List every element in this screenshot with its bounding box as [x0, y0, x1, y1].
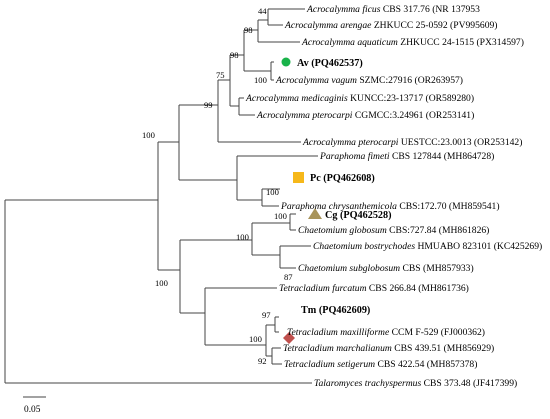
bootstrap-value: 100	[236, 232, 249, 242]
bootstrap-value: 100	[254, 75, 267, 85]
bootstrap-value: 97	[262, 310, 271, 320]
taxon-label-pc: Pc (PQ462608)	[310, 173, 375, 184]
taxon-label-furcatum: Tetracladium furcatum CBS 266.84 (MH8617…	[279, 283, 469, 294]
bootstrap-value: 100	[249, 334, 262, 344]
bootstrap-values: 44 98 98 100 75 99 100 100 100 87 100 10…	[142, 6, 293, 366]
taxon-label-aquaticum: Acrocalymma aquaticum ZHKUCC 24-1515 (PX…	[301, 37, 524, 48]
taxon-label-marchalianum: Tetracladium marchalianum CBS 439.51 (MH…	[283, 343, 494, 354]
bootstrap-value: 92	[258, 356, 267, 366]
bootstrap-value: 99	[204, 100, 213, 110]
bootstrap-value: 98	[244, 25, 253, 35]
taxon-label-ficus: Acrocalymma ficus CBS 317.76 (NR 137953	[306, 4, 480, 15]
taxon-label-subglobosum: Chaetomium subglobosum CBS (MH857933)	[298, 263, 474, 274]
taxon-label-arengae: Acrocalymma arengae ZHKUCC 25-0592 (PV99…	[284, 20, 497, 31]
taxon-label-cg: Cg (PQ462528)	[325, 210, 392, 221]
taxon-label-talaromyces: Talaromyces trachyspermus CBS 373.48 (JF…	[314, 378, 517, 389]
scale-bar-label: 0.05	[24, 405, 41, 415]
bootstrap-value: 100	[155, 278, 168, 288]
tree-branches	[4, 8, 318, 384]
scale-bar: 0.05	[23, 396, 46, 415]
bootstrap-value: 100	[142, 130, 155, 140]
taxon-label-vagum: Acrocalymma vagum SZMC:27916 (OR263957)	[275, 75, 463, 86]
bootstrap-value: 100	[266, 187, 279, 197]
cg-triangle-marker	[308, 208, 322, 219]
av-circle-marker	[281, 57, 291, 67]
taxon-label-chrysanthemicola: Paraphoma chrysanthemicola CBS:172.70 (M…	[280, 201, 500, 212]
taxon-label-globosum: Chaetomium globosum CBS:727.84 (MH861826…	[298, 225, 489, 236]
taxon-label-setigerum: Tetracladium setigerum CBS 422.54 (MH857…	[284, 359, 477, 370]
taxon-label-tm: Tm (PQ462609)	[301, 305, 370, 316]
bootstrap-value: 98	[230, 50, 239, 60]
tm-diamond-marker	[283, 332, 295, 344]
bootstrap-value: 87	[284, 272, 293, 282]
taxon-labels: Acrocalymma ficus CBS 317.76 (NR 137953 …	[245, 4, 542, 389]
bootstrap-value: 75	[216, 70, 225, 80]
bootstrap-value: 100	[274, 211, 287, 221]
sample-markers	[281, 57, 322, 344]
taxon-label-fimeti: Paraphoma fimeti CBS 127844 (MH864728)	[319, 151, 494, 162]
taxon-label-av: Av (PQ462537)	[297, 58, 363, 69]
taxon-label-bostrychodes: Chaetomium bostrychodes HMUABO 823101 (K…	[313, 241, 542, 252]
taxon-label-pterocarpi-1: Acrocalymma pterocarpi CGMCC:3.24961 (OR…	[256, 110, 474, 121]
taxon-label-maxilliforme: Tetracladium maxilliforme CCM F-529 (FJ0…	[287, 327, 485, 338]
pc-square-marker	[293, 172, 304, 183]
bootstrap-value: 44	[258, 6, 267, 16]
taxon-label-pterocarpi-2: Acrocalymma pterocarpi UESTCC:23.0013 (O…	[302, 137, 522, 148]
taxon-label-medicaginis: Acrocalymma medicaginis KUNCC:23-13717 (…	[245, 93, 474, 104]
